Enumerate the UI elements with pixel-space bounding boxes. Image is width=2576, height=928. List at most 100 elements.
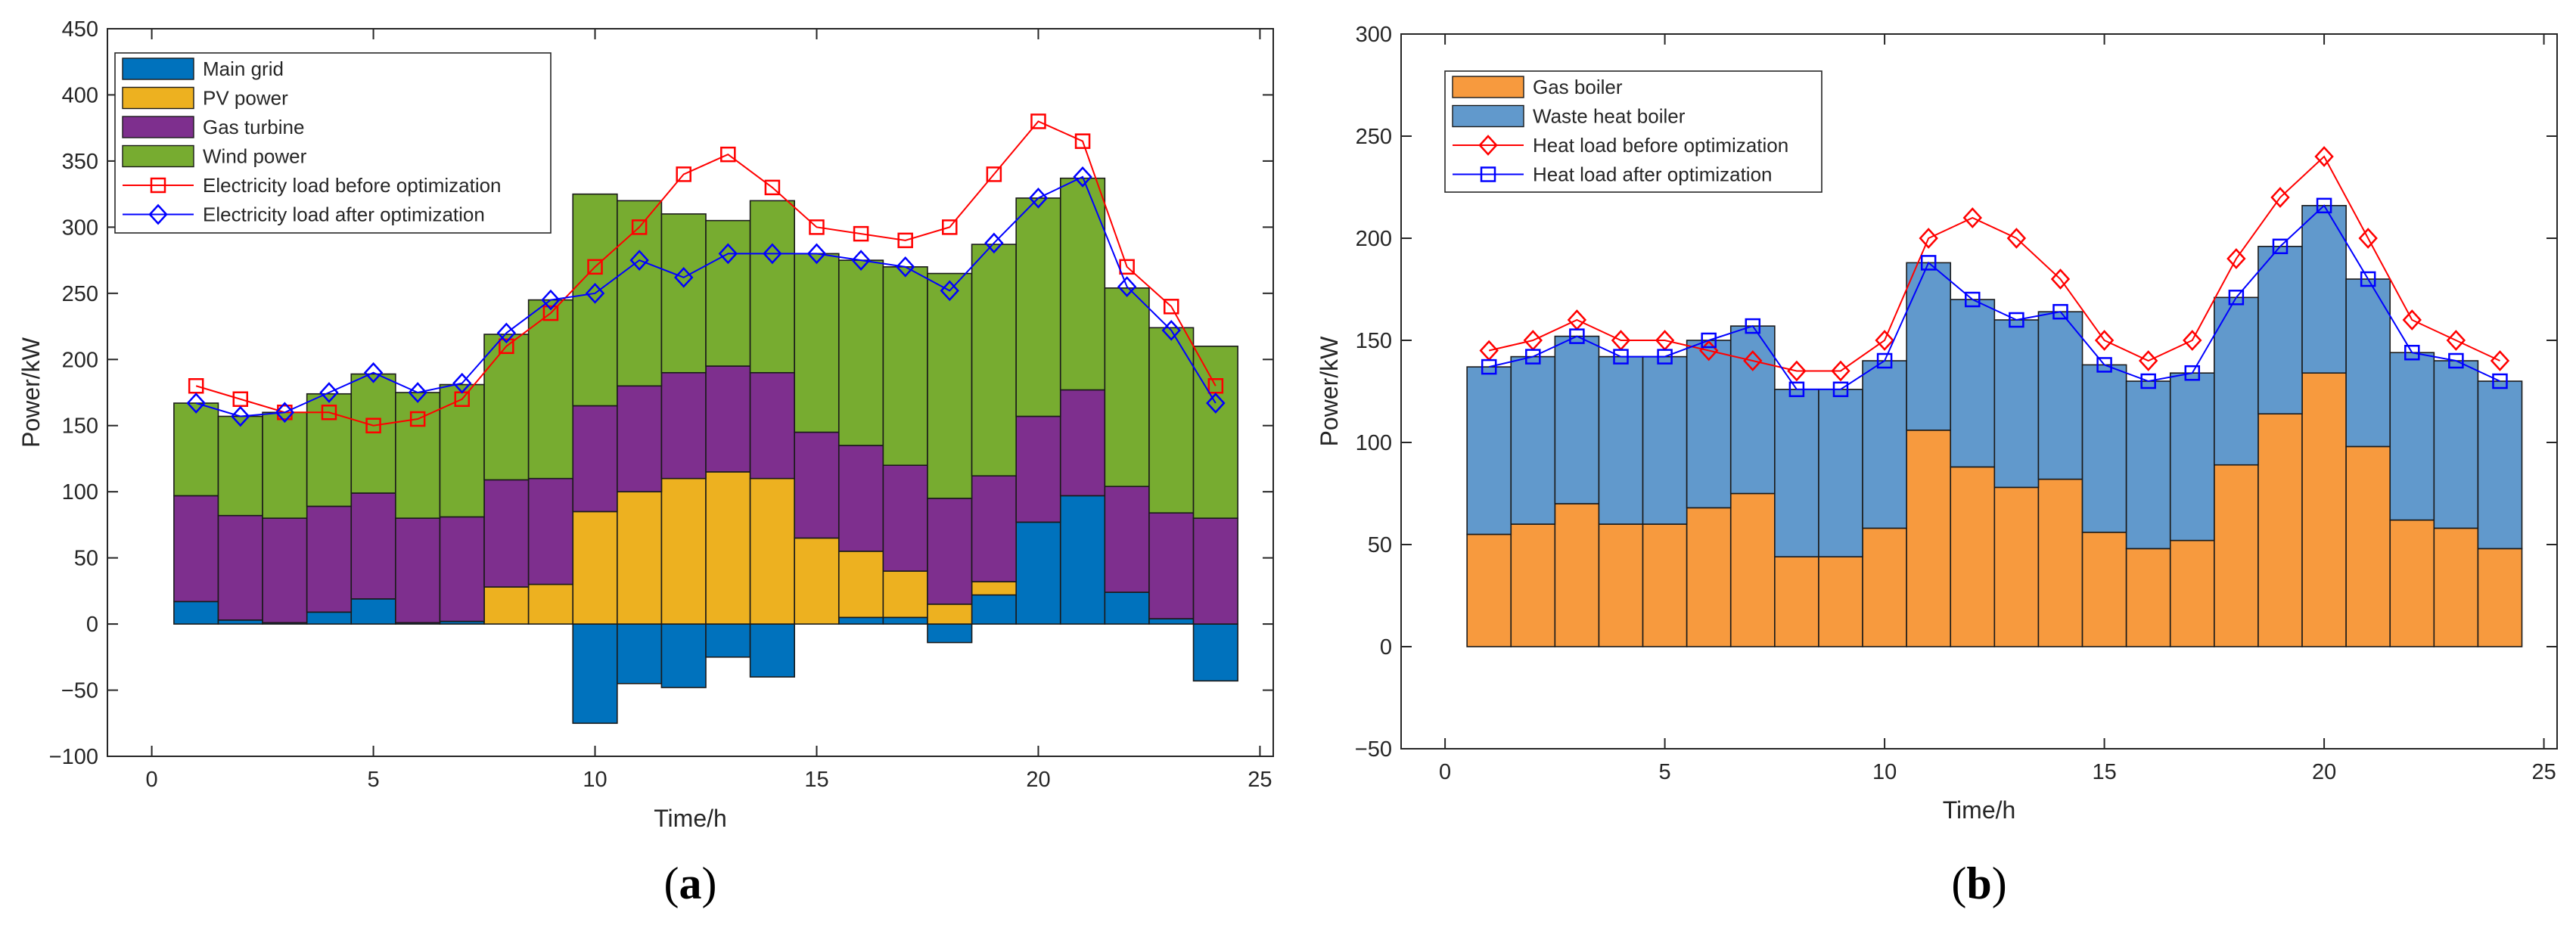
bar-gas-boiler [2169, 539, 2215, 647]
y-axis-label: Power/kW [1316, 336, 1343, 447]
y-tick-label: 400 [62, 83, 98, 107]
legend-marker-diamond [148, 203, 168, 225]
bar-waste-heat-boiler [1862, 360, 1907, 529]
bar-wind-power [1148, 327, 1195, 514]
data-point-square [2009, 312, 2024, 328]
bar-main-grid [617, 623, 663, 684]
x-tick-label: 10 [583, 768, 607, 792]
data-point-square [542, 305, 559, 321]
bar-wind-power [882, 266, 928, 467]
bar-pv-power [705, 471, 751, 625]
data-point-square [409, 411, 426, 427]
axes-box [107, 28, 1274, 757]
y-tick-label: 300 [62, 216, 98, 240]
data-point-square [2096, 357, 2112, 373]
bar-gas-turbine [927, 498, 973, 605]
bar-main-grid [1148, 618, 1195, 625]
data-point-diamond [2490, 350, 2510, 371]
y-tick-label: 250 [1356, 125, 1392, 149]
y-tick-label: 200 [62, 348, 98, 372]
x-tick-label: 5 [1659, 760, 1671, 784]
bar-waste-heat-boiler [1774, 388, 1819, 557]
bar-waste-heat-boiler [1466, 366, 1512, 535]
data-point-diamond [984, 232, 1004, 254]
legend: Main grid PV power Gas turbine Wind power El… [114, 52, 552, 234]
bar-gas-boiler [1774, 556, 1819, 647]
bar-gas-boiler [1729, 492, 1776, 647]
y-tick-label: 150 [1356, 329, 1392, 353]
data-point-square [1074, 133, 1091, 149]
bar-main-grid [173, 601, 219, 625]
data-point-square [1965, 291, 1981, 308]
data-point-square [587, 259, 603, 275]
data-point-square [1481, 358, 1497, 375]
x-tick-label: 15 [2092, 760, 2116, 784]
data-point-diamond [2183, 330, 2202, 351]
bar-pv-power [660, 477, 707, 625]
bar-main-grid [927, 623, 973, 644]
data-point-diamond [1962, 207, 1982, 228]
data-point-square [1701, 332, 1717, 349]
bar-gas-turbine [794, 431, 840, 539]
data-point-square [1163, 299, 1179, 315]
bar-gas-turbine [971, 475, 1017, 582]
bar-main-grid [882, 616, 928, 625]
data-point-diamond [1831, 360, 1850, 382]
y-tick-label: 100 [62, 480, 98, 504]
bar-gas-boiler [2081, 531, 2127, 647]
bar-main-grid [1104, 591, 1150, 625]
data-point-square [764, 179, 781, 196]
data-point-diamond [2094, 330, 2115, 351]
bar-wind-power [705, 219, 751, 367]
y-tick-label: 100 [1356, 431, 1392, 455]
legend-swatch [122, 116, 194, 138]
bar-waste-heat-boiler [2169, 372, 2215, 542]
bar-gas-turbine [173, 495, 219, 603]
legend-swatch [122, 144, 194, 168]
bar-gas-boiler [1466, 533, 1512, 647]
y-axis-label: Power/kW [17, 337, 45, 448]
legend-label: Waste heat boiler [1533, 105, 1686, 128]
y-tick-label: 0 [1380, 635, 1392, 660]
bar-pv-power [572, 511, 618, 625]
bar-waste-heat-boiler [2389, 352, 2435, 521]
bar-waste-heat-boiler [2125, 380, 2171, 550]
x-tick-label: 5 [367, 768, 379, 792]
data-point-square [1657, 349, 1673, 365]
bar-main-grid [1015, 521, 1061, 625]
legend-box [114, 52, 552, 234]
chart-a-electric-power-balance: 0 5 10 15 20 25 −100 −50 0 50 100 150 200 250 300 350 40… [17, 17, 1274, 908]
bar-pv-power [927, 604, 973, 625]
data-point-diamond [2270, 187, 2290, 208]
x-axis-label: Time/h [1943, 796, 2016, 824]
data-point-square [1119, 259, 1135, 275]
data-point-square [2052, 303, 2068, 320]
bar-gas-boiler [2433, 527, 2479, 647]
data-point-diamond [408, 382, 427, 403]
series-line [195, 175, 1217, 417]
data-point-square [853, 225, 869, 242]
bar-waste-heat-boiler [1906, 262, 1952, 431]
bar-waste-heat-boiler [2433, 360, 2479, 529]
bar-wind-power [173, 402, 219, 497]
bar-pv-power [749, 477, 795, 625]
data-point-diamond [1206, 393, 1226, 414]
bar-waste-heat-boiler [1686, 340, 1732, 509]
bar-wind-power [217, 415, 263, 517]
legend-swatch [1452, 76, 1524, 98]
data-point-diamond [895, 256, 915, 278]
y-tick-label: 350 [62, 150, 98, 174]
legend-label: Main grid [203, 57, 284, 80]
bar-wind-power [660, 213, 707, 374]
bar-waste-heat-boiler [1642, 355, 1688, 525]
bar-series-pv-power [483, 471, 1017, 625]
data-point-square [1745, 318, 1761, 334]
data-point-square [1030, 113, 1046, 129]
data-point-diamond [629, 250, 649, 271]
y-tick-label: −50 [1355, 737, 1392, 762]
bar-wind-power [439, 383, 485, 518]
data-point-square [1920, 255, 1937, 271]
axes-box [1400, 33, 2558, 750]
data-point-diamond [1787, 360, 1807, 382]
bar-wind-power [527, 299, 574, 480]
